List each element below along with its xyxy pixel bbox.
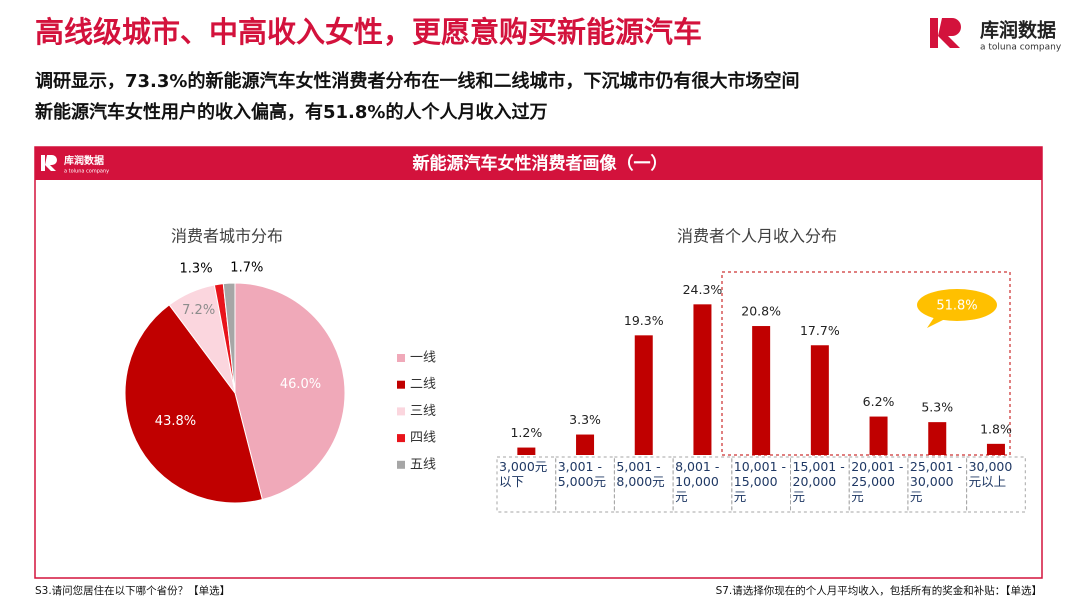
callout-tail	[927, 316, 945, 328]
subtitle: 新能源汽车女性用户的收入偏高，有51.8%的人个人月收入过万	[35, 101, 547, 123]
x-tick-label: 30,000元以上	[968, 459, 1013, 489]
chart-title: 消费者个人月收入分布	[677, 227, 837, 246]
legend-label: 五线	[410, 457, 436, 472]
category-cell: 3,001 - 5,000元	[557, 459, 606, 489]
legend-label: 一线	[410, 351, 436, 366]
data-label: 24.3%	[683, 282, 723, 297]
chart-title: 消费者城市分布	[171, 227, 283, 246]
bar	[810, 345, 829, 455]
legend-swatch	[397, 434, 405, 443]
bar	[576, 434, 595, 455]
subtitle: 调研显示，73.3%的新能源汽车女性消费者分布在一线和二线城市，下沉城市仍有很大…	[35, 70, 799, 92]
legend-swatch	[397, 460, 405, 469]
x-tick-label: 20,001 - 25,000元	[851, 459, 904, 504]
category-cell: 15,001 - 20,000元	[792, 459, 845, 504]
callout-bubble	[917, 289, 997, 321]
bar	[752, 326, 771, 455]
category-cell: 20,001 - 25,000元	[851, 459, 904, 504]
x-tick-label: 10,001 - 15,000元	[733, 459, 787, 504]
callout-text: 51.8%	[936, 299, 977, 314]
data-label: 1.3%	[180, 261, 213, 276]
data-label: 19.3%	[624, 313, 664, 328]
bar	[869, 416, 888, 455]
data-label: 1.2%	[510, 425, 542, 440]
category-cell: 25,001 - 30,000元	[909, 459, 963, 504]
category-box	[966, 456, 1026, 513]
data-label: 17.7%	[800, 323, 840, 338]
legend-swatch	[397, 407, 405, 416]
brand-tagline: a toluna company	[980, 43, 1062, 53]
data-label: 3.3%	[569, 412, 601, 427]
panel-brand: 库润数据	[64, 154, 104, 167]
category-cell: 8,001 - 10,000元	[675, 459, 720, 504]
panel-header	[35, 147, 1042, 180]
legend-label: 三线	[410, 404, 436, 419]
footnote: S3.请问您居住在以下哪个省份？【单选】	[35, 584, 230, 597]
legend-swatch	[397, 354, 405, 362]
bar	[986, 443, 1005, 455]
data-label: 6.2%	[863, 394, 895, 409]
data-label: 20.8%	[741, 304, 781, 319]
brand-logo: 库润数据 a toluna company	[930, 18, 1062, 53]
bar	[928, 422, 947, 455]
x-tick-label: 3,001 - 5,000元	[557, 459, 606, 489]
bar	[517, 447, 536, 455]
bar	[693, 304, 712, 455]
pie-slice	[222, 282, 236, 394]
data-label: 43.8%	[155, 414, 196, 429]
bar	[634, 335, 653, 455]
legend-label: 四线	[410, 431, 436, 446]
pie-slice	[234, 282, 346, 501]
x-tick-label: 15,001 - 20,000元	[792, 459, 845, 504]
data-label: 1.8%	[980, 421, 1012, 436]
data-label: 7.2%	[182, 303, 215, 318]
category-cell: 10,001 - 15,000元	[733, 459, 787, 504]
pie-slice	[124, 304, 263, 504]
x-tick-label: 25,001 - 30,000元	[909, 459, 963, 504]
panel-title: 新能源汽车女性消费者画像（一）	[413, 153, 668, 174]
panel-tagline: a toluna company	[64, 169, 109, 175]
legend-label: 二线	[410, 377, 436, 392]
x-tick-label: 8,001 - 10,000元	[675, 459, 720, 504]
x-tick-label: 3,000元以下	[499, 459, 548, 489]
category-cell: 30,000元以上	[968, 459, 1013, 489]
brand-name: 库润数据	[980, 19, 1056, 42]
panel-logo: 库润数据 a toluna company	[41, 154, 109, 175]
data-label: 5.3%	[921, 400, 953, 415]
category-cell: 5,001 - 8,000元	[616, 459, 665, 489]
legend-swatch	[397, 380, 405, 389]
data-label: 46.0%	[280, 377, 321, 392]
x-tick-label: 5,001 - 8,000元	[616, 459, 665, 489]
footnote: S7.请选择你现在的个人月平均收入，包括所有的奖金和补贴：【单选】	[716, 584, 1042, 597]
category-cell: 3,000元以下	[499, 459, 548, 489]
highlight-box	[721, 271, 1011, 456]
slide-title: 高线级城市、中高收入女性，更愿意购买新能源汽车	[35, 15, 702, 49]
data-label: 1.7%	[230, 260, 263, 275]
